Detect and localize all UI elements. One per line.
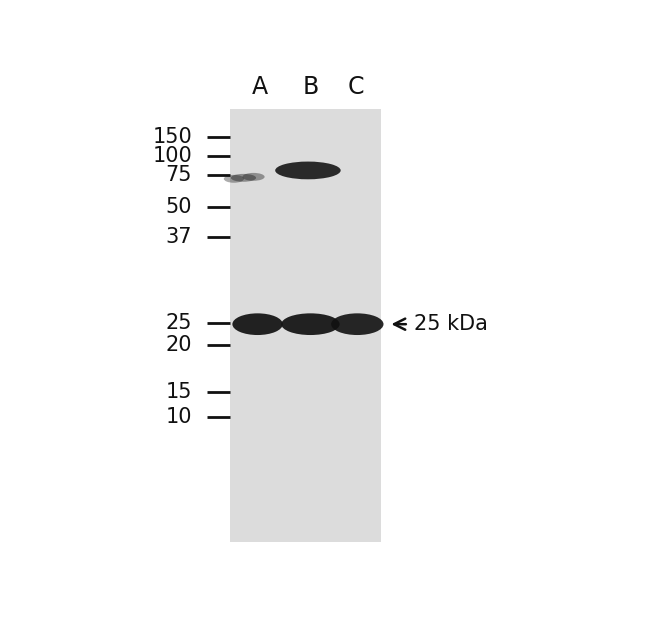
Text: A: A [252, 75, 268, 99]
Ellipse shape [233, 314, 283, 335]
Ellipse shape [242, 173, 265, 180]
Text: C: C [348, 75, 364, 99]
Ellipse shape [231, 174, 256, 182]
Text: 20: 20 [166, 335, 192, 355]
Ellipse shape [281, 314, 340, 335]
Text: 50: 50 [166, 197, 192, 218]
Text: 100: 100 [152, 146, 192, 166]
Text: 10: 10 [166, 407, 192, 427]
Text: 25 kDa: 25 kDa [414, 314, 488, 334]
Text: 150: 150 [152, 127, 192, 147]
Text: 75: 75 [166, 165, 192, 186]
Ellipse shape [331, 314, 384, 335]
Text: B: B [302, 75, 318, 99]
Bar [230, 109, 381, 543]
Text: 15: 15 [166, 382, 192, 402]
Ellipse shape [224, 175, 244, 183]
Text: 37: 37 [166, 227, 192, 247]
Text: 25: 25 [166, 313, 192, 333]
Ellipse shape [275, 161, 341, 179]
